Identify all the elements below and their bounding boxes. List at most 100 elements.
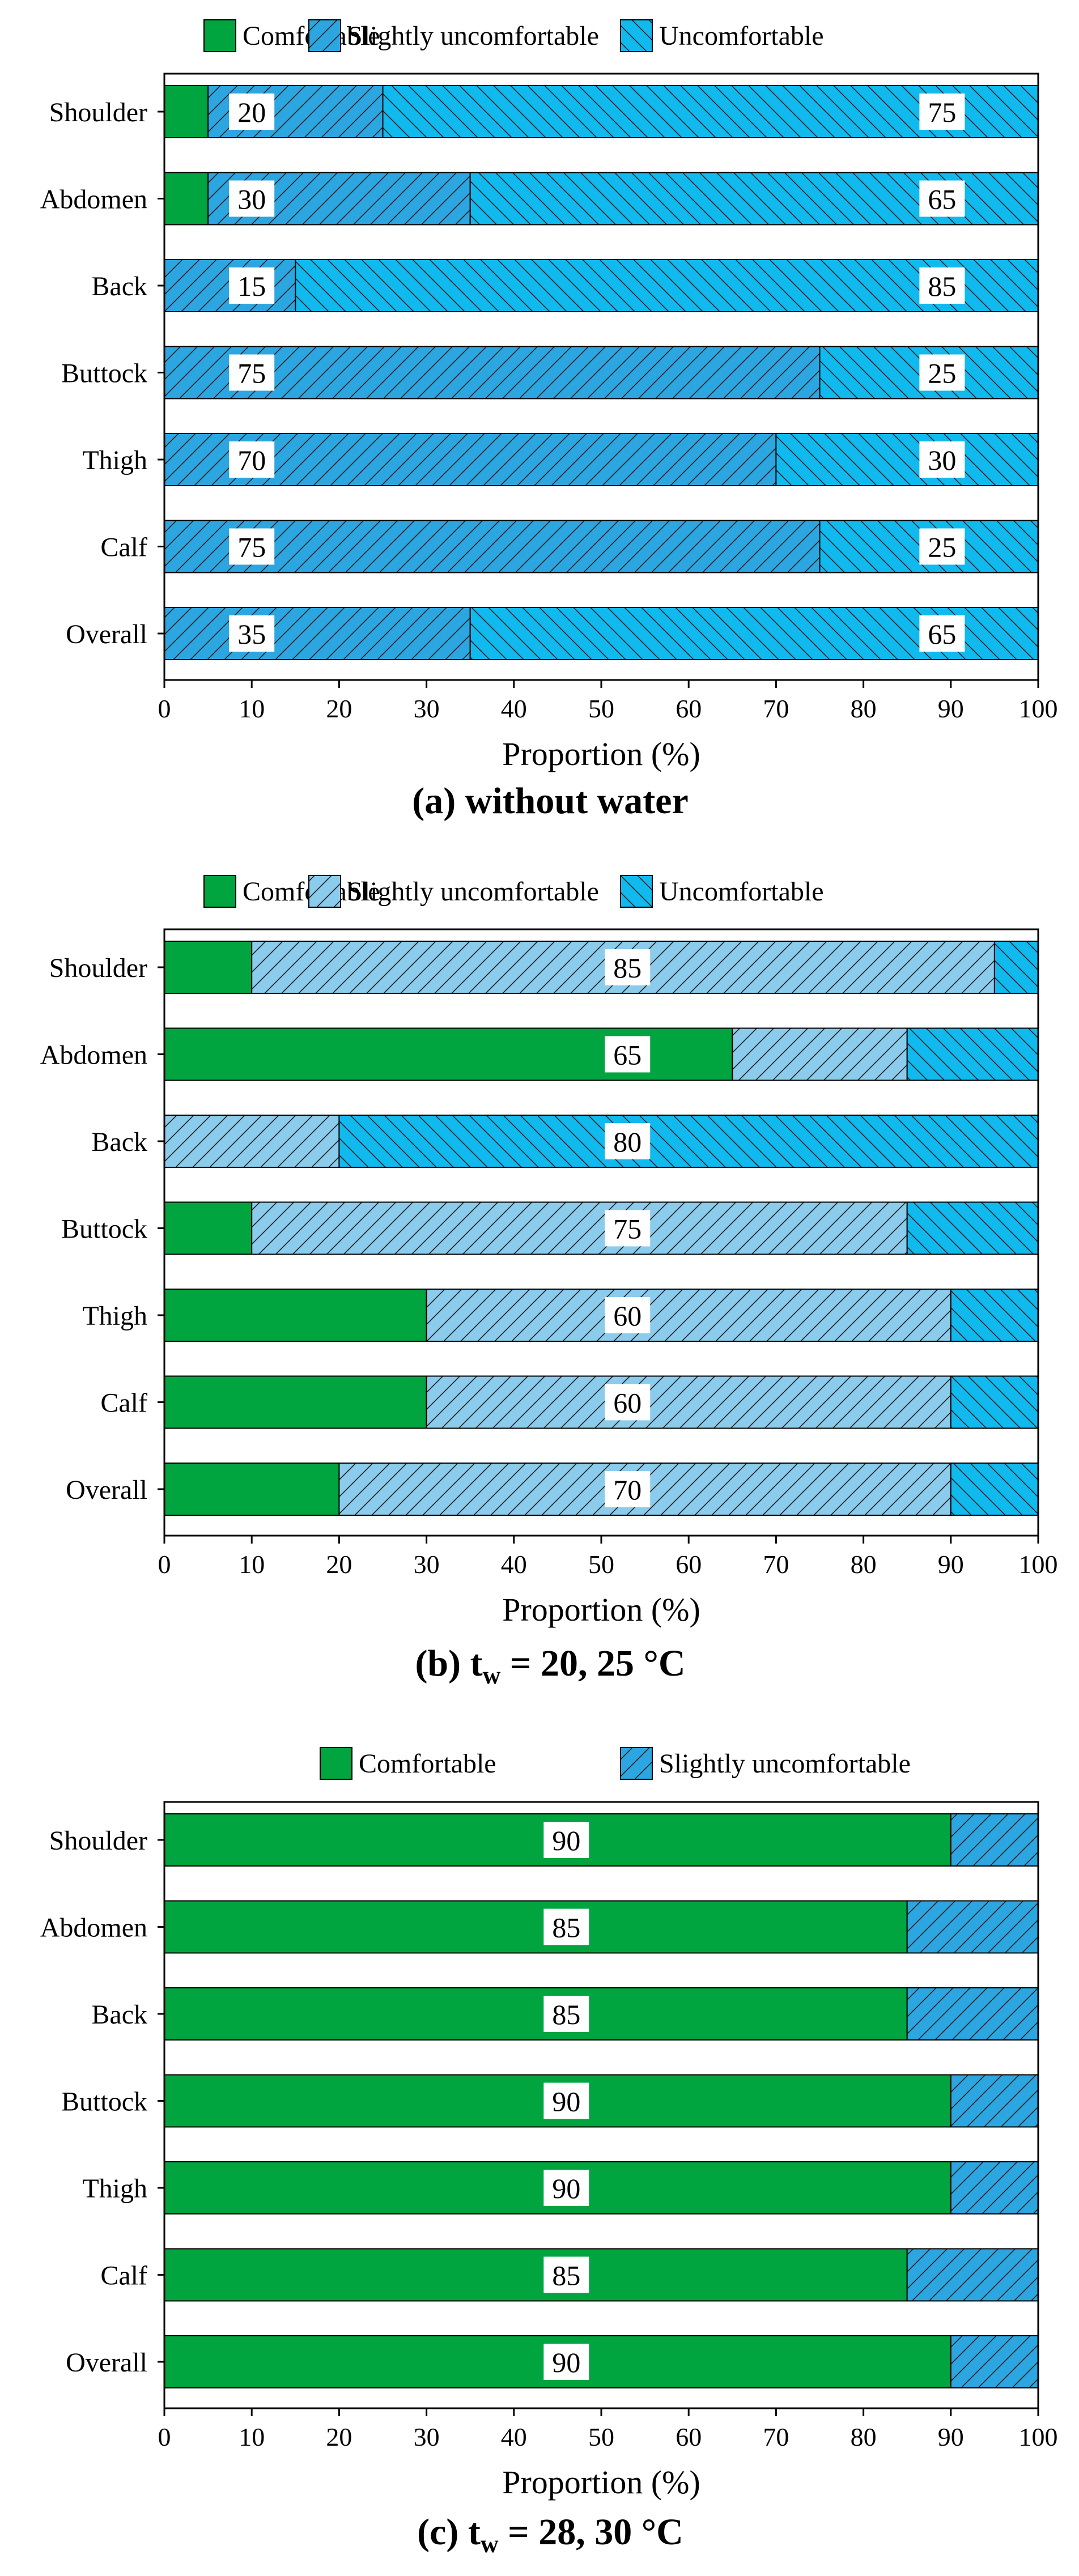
bar-back-slightly-uncomfortable	[906, 1987, 1039, 2041]
category-label-thigh: Thigh	[82, 1301, 147, 1331]
data-label-bg	[605, 1384, 651, 1421]
data-label-text: 70	[613, 1474, 642, 1506]
data-label-bg	[543, 2170, 589, 2206]
data-label-text: 85	[552, 1912, 580, 1944]
bars	[164, 1813, 1039, 2388]
x-tick-label: 90	[938, 2422, 964, 2451]
data-label-text: 75	[928, 96, 956, 128]
data-label-bg	[605, 949, 651, 985]
legend-swatch-slightly-uncomfortable	[308, 875, 341, 908]
x-tick-label: 70	[763, 1550, 789, 1579]
data-label-text: 90	[552, 2173, 580, 2204]
bar-buttock-comfortable	[164, 1201, 253, 1255]
data-label-bg	[919, 267, 965, 304]
bar-abdomen-slightly-uncomfortable	[732, 1027, 908, 1081]
data-label: 85	[543, 2256, 589, 2293]
data-label: 85	[919, 267, 965, 304]
x-tick-label: 20	[326, 2422, 352, 2451]
data-label: 65	[605, 1036, 651, 1073]
data-label: 80	[605, 1123, 651, 1159]
panel-caption: (b) tw = 20, 25 °C	[415, 1643, 685, 1689]
category-label-back: Back	[91, 2000, 147, 2030]
category-label-calf: Calf	[100, 533, 147, 563]
bar-abdomen-comfortable	[164, 172, 209, 226]
x-tick-label: 60	[676, 694, 702, 723]
data-label: 20	[229, 93, 275, 130]
x-tick-label: 90	[938, 694, 964, 723]
panel-caption: (c) tw = 28, 30 °C	[417, 2511, 683, 2558]
legend-item-uncomfortable: Uncomfortable	[620, 19, 824, 52]
data-label-bg	[543, 1908, 589, 1945]
legend-label-uncomfortable: Uncomfortable	[659, 877, 824, 907]
data-label-text: 65	[613, 1039, 642, 1071]
data-label-text: 65	[928, 184, 956, 215]
bar-overall-slightly-uncomfortable	[950, 2335, 1039, 2388]
x-tick-label: 20	[326, 694, 352, 723]
data-label-bg	[919, 354, 965, 391]
data-label-text: 60	[613, 1387, 642, 1419]
data-label: 15	[229, 267, 275, 304]
bar-abdomen-comfortable	[164, 1900, 908, 1954]
category-label-shoulder: Shoulder	[49, 1826, 147, 1856]
data-label-text: 35	[237, 618, 266, 650]
bars	[164, 85, 1039, 660]
bar-overall-uncomfortable	[950, 1463, 1039, 1516]
data-label: 65	[919, 615, 965, 652]
x-tick-label: 30	[414, 1550, 440, 1579]
x-tick-label: 100	[1019, 2422, 1058, 2451]
data-label-text: 65	[928, 618, 956, 650]
data-label-text: 20	[237, 96, 266, 128]
category-label-overall: Overall	[66, 619, 147, 649]
category-label-thigh: Thigh	[82, 445, 147, 475]
data-label-text: 85	[552, 2260, 580, 2292]
category-label-shoulder: Shoulder	[49, 953, 147, 983]
x-tick-label: 50	[588, 1550, 614, 1579]
legend-swatch-uncomfortable	[620, 875, 653, 908]
bar-thigh-slightly-uncomfortable	[950, 2161, 1039, 2214]
x-tick-label: 20	[326, 1550, 352, 1579]
data-label-bg	[919, 615, 965, 652]
x-axis-title: Proportion (%)	[502, 2464, 700, 2501]
category-label-back: Back	[91, 1127, 147, 1157]
category-label-buttock: Buttock	[61, 2087, 147, 2117]
bar-thigh-comfortable	[164, 1289, 427, 1342]
bar-buttock-slightly-uncomfortable	[950, 2074, 1039, 2128]
data-label: 90	[543, 2344, 589, 2380]
legend-swatch-uncomfortable	[620, 19, 653, 52]
bar-back-slightly-uncomfortable	[164, 1115, 340, 1168]
data-label: 75	[919, 93, 965, 130]
x-tick-label: 50	[588, 694, 614, 723]
data-label: 65	[919, 180, 965, 217]
legend-item-slightly-uncomfortable: Slightly uncomfortable	[308, 19, 599, 52]
data-label: 70	[605, 1471, 651, 1507]
legend-swatch-comfortable	[203, 875, 236, 908]
data-label-bg	[229, 528, 275, 565]
data-label-bg	[919, 441, 965, 478]
data-label-bg	[919, 180, 965, 217]
bar-calf-uncomfortable	[950, 1375, 1039, 1429]
legend-label-comfortable: Comfortable	[359, 1749, 496, 1779]
data-label-bg	[543, 2256, 589, 2293]
x-tick-label: 60	[676, 1550, 702, 1579]
legend-item-slightly-uncomfortable: Slightly uncomfortable	[620, 1747, 911, 1780]
data-label: 30	[919, 441, 965, 478]
category-label-thigh: Thigh	[82, 2174, 147, 2204]
x-tick-label: 80	[851, 2422, 877, 2451]
bars	[164, 941, 1039, 1516]
x-tick-label: 60	[676, 2422, 702, 2451]
data-label-bg	[229, 180, 275, 217]
legend-label-slightly-uncomfortable: Slightly uncomfortable	[347, 877, 599, 907]
data-label-text: 30	[928, 444, 956, 476]
data-label-bg	[543, 2082, 589, 2119]
data-label: 25	[919, 354, 965, 391]
bar-back-uncomfortable	[295, 259, 1039, 312]
legend-item-uncomfortable: Uncomfortable	[620, 875, 824, 908]
data-label-text: 25	[928, 532, 956, 563]
legend-item-slightly-uncomfortable: Slightly uncomfortable	[308, 875, 599, 908]
x-tick-label: 40	[501, 2422, 527, 2451]
bar-overall-slightly-uncomfortable	[164, 607, 471, 660]
bar-overall-comfortable	[164, 1463, 340, 1516]
